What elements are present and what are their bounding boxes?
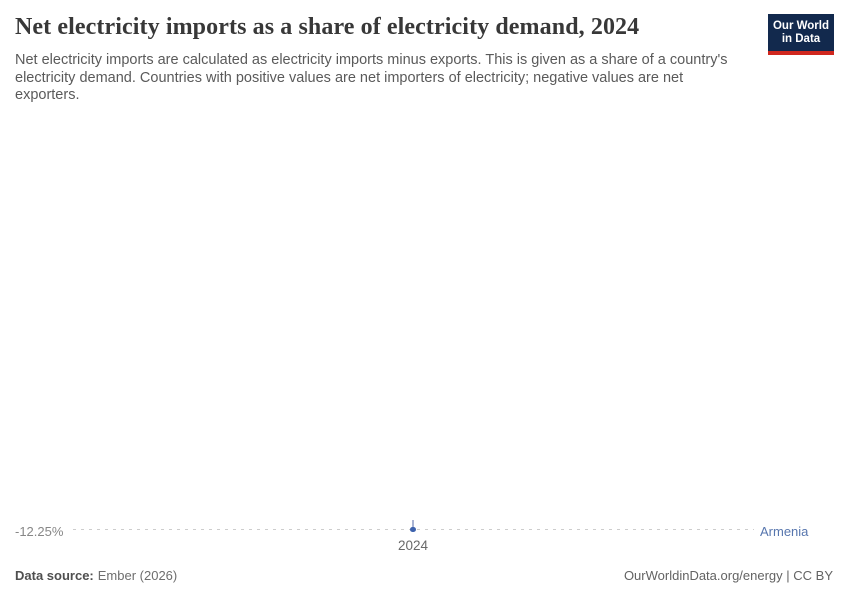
chart-subtitle: Net electricity imports are calculated a… <box>15 52 760 105</box>
data-source-label: Data source: <box>15 568 94 583</box>
y-value-label: -12.25% <box>15 524 64 539</box>
chart-subtitle-line: Net electricity imports are calculated a… <box>15 52 728 68</box>
data-source-value: Ember (2026) <box>97 568 178 583</box>
data-source: Data source: Ember (2026) <box>15 568 177 583</box>
owid-logo-line1: Our World <box>772 20 829 32</box>
chart-subtitle-line: exporters. <box>15 87 80 104</box>
x-axis-tick-label: 2024 <box>397 538 429 553</box>
chart-subtitle-line: electricity demand. Countries with posit… <box>15 69 684 86</box>
owid-logo[interactable]: Our World in Data <box>768 14 834 55</box>
x-axis-tick <box>412 520 414 530</box>
entity-label-armenia[interactable]: Armenia <box>760 524 809 539</box>
chart-title: Net electricity imports as a share of el… <box>15 14 640 40</box>
data-point-armenia[interactable] <box>410 526 416 532</box>
credit-link[interactable]: OurWorldinData.org/energy | CC BY <box>623 568 833 583</box>
owid-logo-line2: in Data <box>781 33 821 45</box>
